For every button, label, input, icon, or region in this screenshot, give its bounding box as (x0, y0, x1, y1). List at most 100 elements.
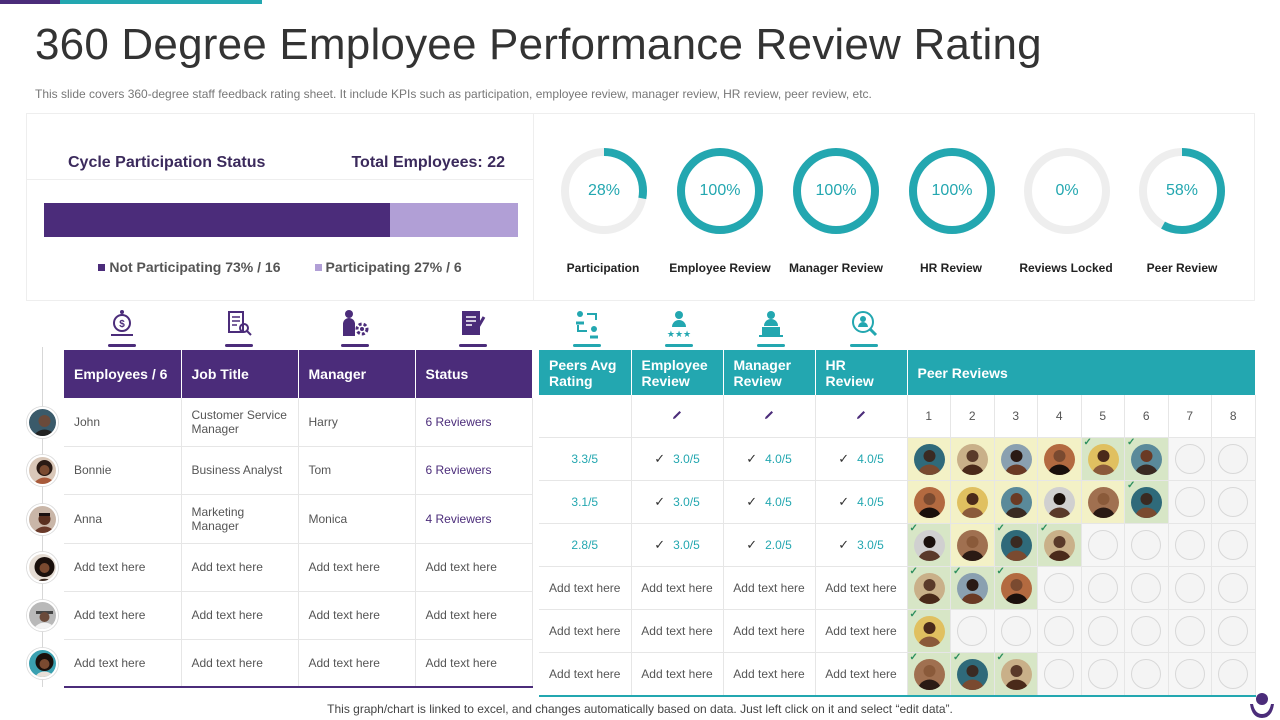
peer-review-cell (1168, 566, 1212, 610)
cell-employee: John (64, 398, 182, 447)
col-header-employees: Employees / 6 (64, 350, 182, 398)
peer-number: 2 (950, 395, 995, 438)
peer-review-cell (1081, 609, 1125, 653)
page-title: 360 Degree Employee Performance Review R… (35, 20, 1042, 69)
peer-review-cell (1168, 609, 1212, 653)
ring-participation: 28% (559, 146, 649, 236)
cell-job-title: Customer Service Manager (181, 398, 299, 447)
ring-reviews-locked: 0% (1022, 146, 1112, 236)
ring-value: 0% (1055, 182, 1079, 199)
cell-review-rating: ✓ 2.0/5 (723, 523, 816, 567)
check-icon: ✓ (1127, 479, 1136, 491)
cell-placeholder: Add text here (631, 566, 724, 610)
check-icon: ✓ (838, 536, 850, 552)
edit-cell (723, 395, 816, 438)
status-icon (459, 309, 489, 347)
peer-review-cell: ✓ (950, 651, 995, 697)
cell-peers-avg-rating: 2.8/5 (539, 523, 632, 567)
cell-review-rating: ✓ 3.0/5 (815, 523, 908, 567)
table-row: 2.8/5 ✓ 3.0/5 ✓ 2.0/5 ✓ 3.0/5 ✓ ✓ ✓ (539, 522, 1256, 567)
empty-peer-slot (1218, 572, 1249, 603)
cell-placeholder: Add text here (723, 566, 816, 610)
pen-icon (673, 410, 681, 419)
peer-review-cell: ✓ (907, 652, 951, 697)
empty-peer-slot (1044, 615, 1075, 646)
legend-participating-label: Participating 27% / 6 (325, 259, 462, 275)
peer-review-cell: ✓ (994, 523, 1038, 567)
check-icon: ✓ (953, 651, 962, 663)
progress-ring (677, 148, 763, 234)
table-row: Add text here Add text here Add text here A… (539, 651, 1256, 697)
empty-peer-slot (1218, 615, 1249, 646)
empty-peer-slot (1044, 572, 1075, 603)
cell-manager: Add text here (298, 543, 416, 592)
peer-number: 8 (1211, 395, 1256, 438)
table-row: Add text here Add text here Add text here A… (539, 609, 1256, 653)
job-title-icon (225, 309, 255, 347)
check-icon: ✓ (746, 536, 758, 552)
avatar (27, 600, 58, 631)
ring-value: 100% (931, 182, 973, 199)
cell-status: Add text here (415, 591, 533, 640)
peer-review-cell (907, 437, 951, 481)
table-row: Anna Marketing Manager Monica 4 Reviewer… (64, 494, 533, 544)
cell-placeholder: Add text here (539, 652, 632, 697)
cell-peers-avg-rating: 3.1/5 (539, 480, 632, 524)
peer-review-cell (1037, 652, 1082, 697)
legend-square-icon (314, 263, 322, 271)
peer-avatar (913, 443, 945, 475)
peer-avatar (913, 572, 945, 604)
empty-peer-slot (1218, 529, 1249, 560)
logo-icon (1248, 690, 1276, 720)
peers-rating-icon (573, 309, 603, 347)
page-subtitle: This slide covers 360-degree staff feedb… (35, 87, 872, 101)
cell-placeholder: Add text here (539, 566, 632, 610)
rating-value: 3.3/5 (571, 451, 599, 466)
peer-review-cell (1211, 437, 1256, 481)
table-row: 3.3/5 ✓ 3.0/5 ✓ 4.0/5 ✓ 4.0/5 ✓ ✓ (539, 437, 1256, 481)
peer-review-cell (1168, 480, 1212, 524)
peer-avatar (1000, 529, 1032, 561)
col-header-status: Status (415, 350, 533, 398)
peer-number: 5 (1081, 395, 1125, 438)
peer-avatar (1000, 572, 1032, 604)
cell-placeholder: Add text here (815, 566, 908, 610)
empty-cell (539, 395, 632, 438)
peer-review-cell: ✓ (1081, 437, 1125, 481)
peer-review-cell (1211, 609, 1256, 653)
col-header-peers-avg-rating: Peers Avg Rating (539, 350, 632, 395)
check-icon: ✓ (909, 565, 918, 577)
cell-employee: Bonnie (64, 446, 182, 495)
peer-review-cell (1124, 523, 1169, 567)
peer-avatar (1000, 658, 1032, 690)
progress-ring (561, 148, 647, 234)
peer-review-cell (1211, 566, 1256, 610)
ring-peer-review: 58% (1137, 146, 1227, 236)
table-row: Add text here Add text here Add text her… (64, 591, 533, 640)
peer-review-cell (1037, 480, 1082, 524)
cell-peers-avg-rating: 3.3/5 (539, 437, 632, 481)
empty-peer-slot (1174, 615, 1205, 646)
cell-status: Add text here (415, 639, 533, 688)
cycle-header: Cycle Participation Status Total Employe… (27, 114, 533, 180)
peer-review-cell (1037, 609, 1082, 653)
cell-status: 6 Reviewers (415, 398, 533, 447)
empty-peer-slot (1131, 615, 1162, 646)
rating-value: 3.0/5 (857, 537, 884, 552)
svg-text:★★★: ★★★ (667, 330, 691, 339)
rating-value: 3.0/5 (673, 451, 700, 466)
cell-review-rating: ✓ 4.0/5 (815, 480, 908, 524)
footer-note: This graph/chart is linked to excel, and… (327, 702, 953, 716)
rating-value: 4.0/5 (857, 494, 884, 509)
check-icon: ✓ (953, 565, 962, 577)
check-icon: ✓ (996, 651, 1005, 663)
peer-review-cell (1081, 652, 1125, 697)
progress-ring (793, 148, 879, 234)
empty-peer-slot (957, 615, 988, 646)
cell-placeholder: Add text here (815, 609, 908, 653)
check-icon: ✓ (1040, 522, 1049, 534)
cell-status: Add text here (415, 543, 533, 592)
ring-value: 58% (1165, 182, 1199, 199)
peer-review-cell (1211, 652, 1256, 697)
cell-placeholder: Add text here (631, 609, 724, 653)
